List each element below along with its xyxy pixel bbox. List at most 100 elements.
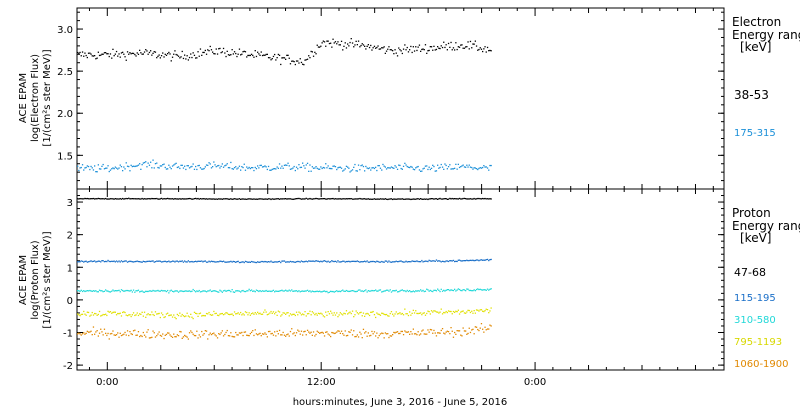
point-47-68 [152,198,154,200]
point-795-1193 [407,314,410,317]
point-175-315 [124,168,126,170]
point-47-68 [384,198,386,200]
point-175-315 [315,166,317,168]
point-115-195 [225,261,227,263]
point-115-195 [141,261,143,263]
point-38-53 [129,52,131,54]
point-310-580 [105,289,107,291]
point-310-580 [378,289,380,291]
point-795-1193 [220,313,222,315]
point-1060-1900 [238,332,241,334]
point-175-315 [274,168,276,170]
point-175-315 [224,165,226,167]
point-175-315 [115,167,118,169]
point-115-195 [97,260,99,262]
point-795-1193 [174,316,176,319]
point-115-195 [87,261,90,263]
point-38-53 [383,46,385,48]
point-175-315 [323,167,326,169]
point-310-580 [394,290,396,292]
x-tick-label: 12:00 [307,377,336,388]
point-795-1193 [336,312,338,314]
point-115-195 [122,261,124,263]
point-38-53 [439,47,441,50]
point-175-315 [109,169,112,171]
point-38-53 [373,45,376,47]
point-1060-1900 [94,333,96,335]
point-115-195 [349,261,351,263]
point-310-580 [434,289,436,291]
point-47-68 [326,198,328,200]
point-38-53 [105,52,107,54]
point-175-315 [85,166,87,169]
point-310-580 [252,290,254,292]
point-115-195 [159,260,161,262]
point-175-315 [238,165,241,167]
point-115-195 [147,260,149,262]
point-1060-1900 [323,335,326,337]
point-175-315 [331,168,333,170]
point-175-315 [336,168,338,171]
proton-y-axis-label: ACE EPAM log(Proton Flux) [1/(cm²s ster … [18,231,53,328]
point-47-68 [132,198,135,200]
point-47-68 [276,198,278,200]
point-310-580 [400,289,402,291]
point-115-195 [471,259,473,262]
point-115-195 [433,260,435,262]
point-115-195 [145,261,147,263]
point-47-68 [221,198,223,200]
point-795-1193 [165,313,168,315]
point-1060-1900 [270,333,272,335]
point-795-1193 [480,309,483,311]
electron-ylabel-line-1: ACE EPAM [18,73,29,123]
point-47-68 [147,198,149,200]
point-795-1193 [349,311,351,313]
point-310-580 [167,289,169,292]
point-310-580 [433,289,435,291]
point-310-580 [87,290,90,292]
point-795-1193 [203,315,205,317]
point-38-53 [254,50,256,52]
point-115-195 [224,261,226,263]
point-175-315 [483,165,485,167]
point-310-580 [249,290,251,292]
point-310-580 [97,291,99,293]
point-38-53 [422,48,424,50]
point-38-53 [473,43,475,45]
point-795-1193 [332,314,334,316]
point-310-580 [240,291,242,293]
point-175-315 [332,165,334,167]
point-38-53 [357,40,360,42]
point-175-315 [270,169,272,171]
point-310-580 [197,290,199,293]
point-38-53 [167,53,169,55]
point-1060-1900 [309,332,311,334]
point-795-1193 [167,312,169,314]
point-47-68 [423,198,425,200]
point-38-53 [186,55,188,57]
point-795-1193 [271,312,273,314]
point-175-315 [440,163,442,166]
series-795-1193 [77,307,492,320]
point-310-580 [359,289,361,291]
point-175-315 [413,169,416,171]
point-310-580 [315,290,317,293]
point-795-1193 [276,314,278,316]
point-175-315 [355,170,357,172]
point-1060-1900 [280,334,282,336]
point-1060-1900 [250,331,253,333]
point-115-195 [107,259,109,262]
point-310-580 [447,289,450,291]
point-175-315 [388,167,390,169]
point-795-1193 [297,314,299,316]
point-175-315 [351,169,354,171]
point-310-580 [326,290,328,293]
point-175-315 [168,164,170,166]
point-38-53 [187,59,189,61]
point-1060-1900 [253,334,255,337]
point-47-68 [163,198,165,200]
electron-legend-title-1: Electron [732,15,781,29]
point-1060-1900 [255,333,258,335]
point-38-53 [180,56,182,58]
point-38-53 [306,58,309,60]
